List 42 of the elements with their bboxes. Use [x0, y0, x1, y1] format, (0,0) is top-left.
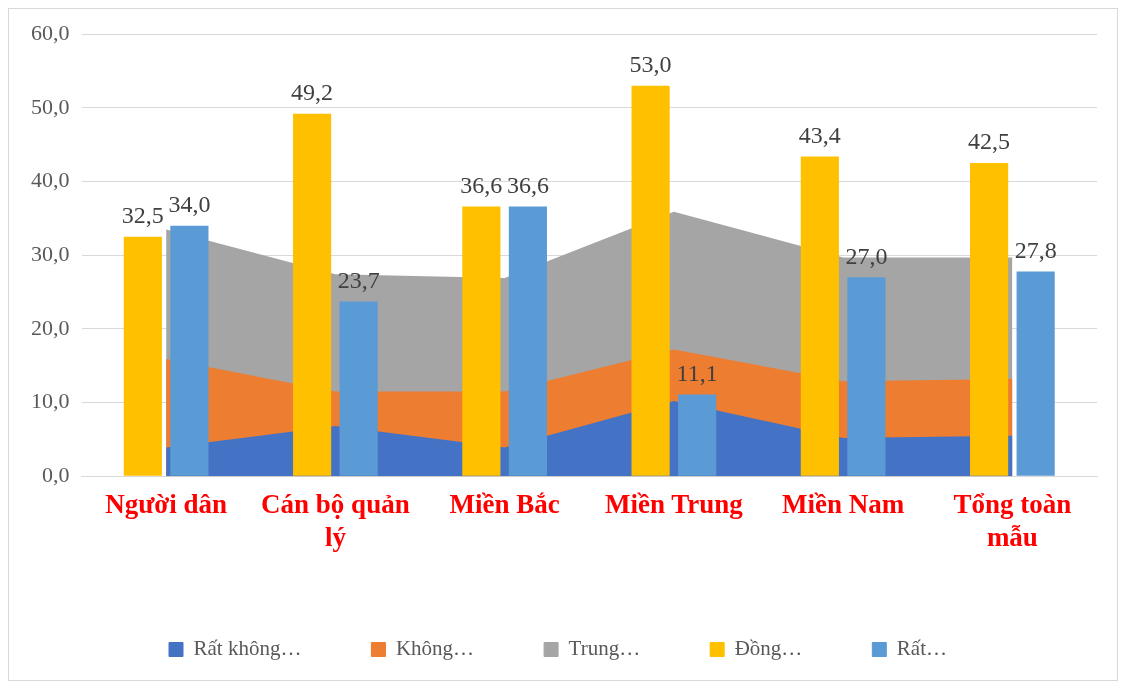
- data-label: 53,0: [629, 51, 672, 78]
- data-label: 27,0: [845, 242, 888, 269]
- x-tick-label: Tổng toàn mẫu: [953, 489, 1072, 552]
- data-label: 32,5: [121, 202, 164, 229]
- bar: [970, 163, 1009, 476]
- legend-label: Rất không…: [193, 636, 302, 661]
- bar: [678, 394, 717, 476]
- data-label: 36,6: [506, 171, 549, 198]
- data-label: 34,0: [168, 191, 211, 218]
- bar: [508, 206, 547, 476]
- data-label: 23,7: [337, 266, 380, 293]
- data-label: 36,6: [460, 171, 503, 198]
- x-tick-label: Miền Nam: [782, 489, 905, 520]
- x-tick-label: Miền Trung: [604, 489, 744, 520]
- legend-label: Trung…: [568, 636, 641, 661]
- data-label: 49,2: [291, 79, 334, 106]
- y-tick-label: 50,0: [31, 93, 70, 119]
- y-tick-label: 10,0: [31, 388, 70, 414]
- bar: [339, 301, 378, 476]
- legend-label: Không…: [395, 636, 475, 661]
- y-tick-label: 60,0: [31, 19, 70, 45]
- bar: [123, 236, 162, 476]
- y-tick-label: 40,0: [31, 167, 70, 193]
- x-tick-label: Cán bộ quản lý: [261, 489, 410, 552]
- y-tick-label: 20,0: [31, 314, 70, 340]
- y-tick-label: 0,0: [42, 461, 70, 487]
- legend-label: Đồng…: [734, 636, 803, 661]
- data-label: 11,1: [676, 359, 718, 386]
- x-tick-label: Miền Bắc: [449, 489, 560, 520]
- bar: [847, 277, 886, 476]
- bar: [800, 156, 839, 476]
- data-label: 43,4: [798, 121, 841, 148]
- bar: [1016, 271, 1055, 476]
- bar: [293, 113, 332, 476]
- data-label: 27,8: [1014, 236, 1057, 263]
- y-tick-label: 30,0: [31, 240, 70, 266]
- x-tick-label: Người dân: [105, 489, 228, 520]
- bar: [462, 206, 501, 476]
- bar: [631, 85, 670, 476]
- bar: [170, 225, 209, 476]
- data-label: 42,5: [968, 128, 1011, 155]
- legend-label: Rất…: [896, 636, 947, 661]
